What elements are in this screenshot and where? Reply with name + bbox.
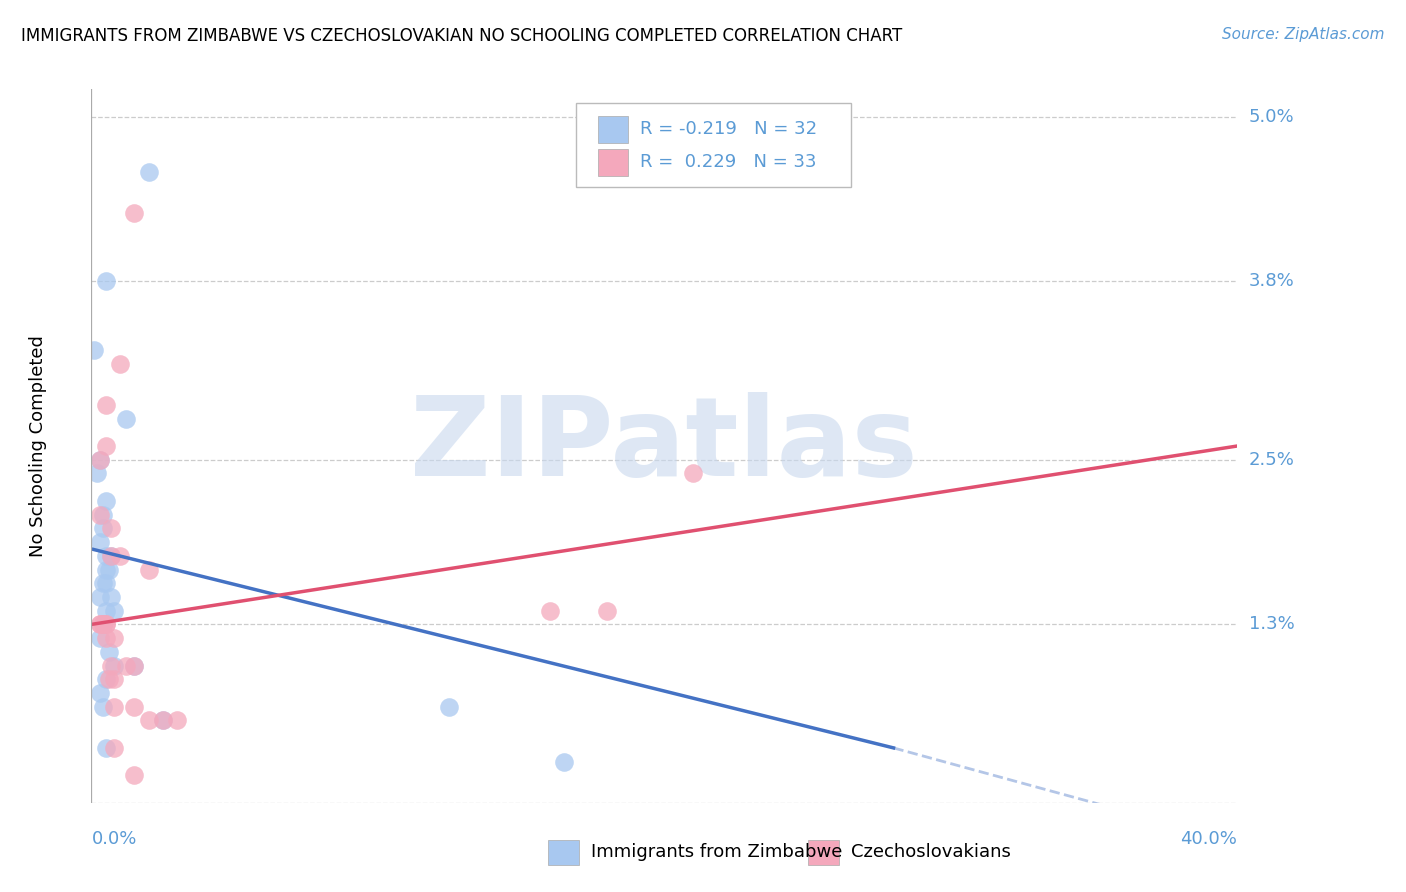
Text: 5.0%: 5.0% [1249,108,1294,126]
Point [94,439,117,453]
Point [124,699,146,714]
Point [89,617,111,632]
Point [89,452,111,467]
Point [94,398,117,412]
Point [94,562,117,576]
Point [94,576,117,591]
Text: R = -0.219   N = 32: R = -0.219 N = 32 [640,120,817,138]
Point [91,617,114,632]
Text: Czechoslovakians: Czechoslovakians [851,843,1011,861]
Point [94,549,117,563]
Point [103,740,125,755]
Point [94,617,117,632]
Point [94,617,117,632]
Point [97,562,120,576]
Point [91,508,114,522]
Point [94,631,117,645]
Point [91,617,114,632]
Point [89,617,111,632]
Point [100,549,122,563]
Point [100,521,122,535]
Text: IMMIGRANTS FROM ZIMBABWE VS CZECHOSLOVAKIAN NO SCHOOLING COMPLETED CORRELATION C: IMMIGRANTS FROM ZIMBABWE VS CZECHOSLOVAK… [21,27,903,45]
Point [89,452,111,467]
Text: 0.0%: 0.0% [91,830,136,847]
Point [124,658,146,673]
Point [682,467,704,481]
Point [103,673,125,687]
Point [138,164,160,178]
Point [89,590,111,604]
Point [83,343,105,357]
Point [97,645,120,659]
Point [553,755,575,769]
Text: Source: ZipAtlas.com: Source: ZipAtlas.com [1222,27,1385,42]
Text: Immigrants from Zimbabwe: Immigrants from Zimbabwe [591,843,842,861]
Text: 3.8%: 3.8% [1249,272,1295,290]
Text: ZIPatlas: ZIPatlas [411,392,918,500]
Point [103,631,125,645]
Point [94,274,117,288]
Point [91,699,114,714]
Point [114,658,136,673]
Point [538,604,561,618]
Point [103,604,125,618]
Point [86,467,108,481]
Point [124,768,146,782]
Point [94,494,117,508]
Point [94,673,117,687]
Point [439,699,461,714]
Text: No Schooling Completed: No Schooling Completed [30,335,46,557]
Point [94,740,117,755]
Point [108,357,131,371]
Point [152,714,174,728]
Point [114,411,136,425]
Point [124,658,146,673]
Point [94,604,117,618]
Point [152,714,174,728]
Point [91,521,114,535]
Text: 1.3%: 1.3% [1249,615,1295,633]
Point [100,590,122,604]
Point [100,549,122,563]
Text: 2.5%: 2.5% [1249,450,1295,468]
Point [108,549,131,563]
Point [103,699,125,714]
Text: R =  0.229   N = 33: R = 0.229 N = 33 [640,153,817,171]
Text: 40.0%: 40.0% [1181,830,1237,847]
Point [138,714,160,728]
Point [89,686,111,700]
Point [103,658,125,673]
Point [89,535,111,549]
Point [91,576,114,591]
Point [89,631,111,645]
Point [124,205,146,219]
Point [91,617,114,632]
Point [166,714,188,728]
Point [100,658,122,673]
Point [97,673,120,687]
Point [596,604,619,618]
Point [138,562,160,576]
Point [89,508,111,522]
